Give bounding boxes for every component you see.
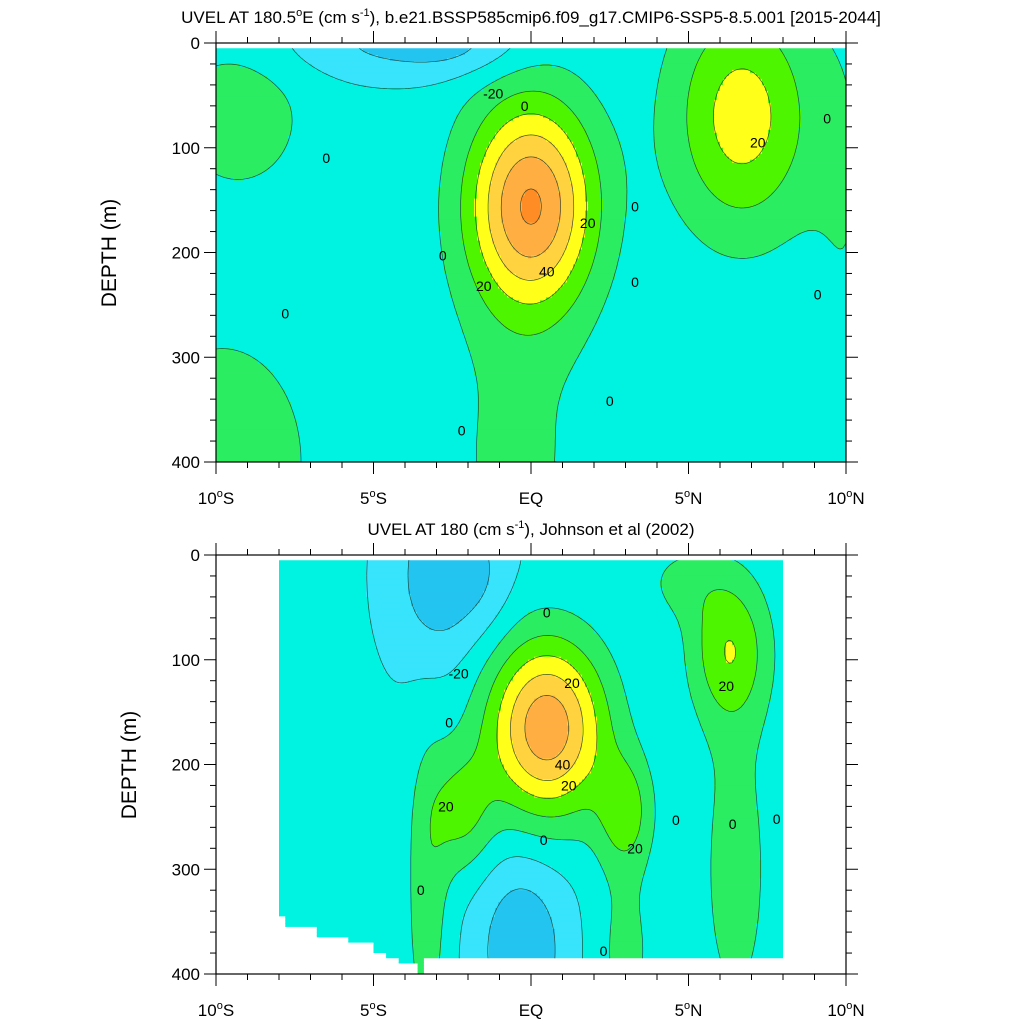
contour-label: -20 [483, 85, 503, 101]
y-tick-label: 100 [172, 651, 200, 670]
x-tick-label: 10oN [827, 488, 864, 508]
y-tick-label: 200 [172, 756, 200, 775]
contour-label: 0 [631, 198, 639, 214]
contour-fill [216, 48, 846, 463]
x-tick-label: 10oN [827, 1000, 864, 1020]
contour-label: 0 [600, 943, 608, 959]
contour-label: 20 [719, 678, 735, 694]
contour-label: 0 [445, 715, 453, 731]
panel-model-plot: -20 0 0 0 0 0 20 40 20 0 0 0 20 0 0 [216, 48, 846, 463]
panel-obs-title: UVEL AT 180 (cm s-1), Johnson et al (200… [368, 519, 695, 539]
contour-label: 20 [561, 778, 577, 794]
contour-label: 0 [439, 248, 447, 264]
contour-label: 0 [458, 423, 466, 439]
x-tick-label: EQ [519, 1001, 544, 1020]
contour-label: 0 [606, 393, 614, 409]
y-tick-label: 0 [191, 34, 200, 53]
contour-label: 20 [564, 675, 580, 691]
panel-model-title: UVEL AT 180.5oE (cm s-1), b.e21.BSSP585c… [181, 7, 881, 27]
contour-fill [279, 560, 783, 974]
panel-obs: UVEL AT 180 (cm s-1), Johnson et al (200… [118, 519, 865, 1020]
x-tick-label: 5oS [360, 488, 387, 508]
contour-label: 20 [750, 135, 766, 151]
x-tick-label: 10oS [198, 1000, 234, 1020]
y-tick-label: 300 [172, 860, 200, 879]
contour-label: 0 [521, 98, 529, 114]
contour-label: 40 [539, 263, 555, 279]
contour-label: 0 [322, 150, 330, 166]
y-tick-label: 200 [172, 244, 200, 263]
contour-label: 0 [814, 286, 822, 302]
contour-lines [216, 48, 846, 463]
y-tick-label: 400 [172, 965, 200, 984]
y-tick-label: 100 [172, 139, 200, 158]
contour-label: 0 [540, 832, 548, 848]
contour-label: 40 [555, 757, 571, 773]
panel-model: UVEL AT 180.5oE (cm s-1), b.e21.BSSP585c… [98, 7, 881, 508]
contour-label: 20 [476, 278, 492, 294]
x-tick-label: 5oN [675, 488, 703, 508]
contour-label: 0 [773, 811, 781, 827]
panel-obs-plot: 0 -20 0 20 40 20 20 20 0 0 0 0 0 0 20 [279, 560, 783, 974]
x-tick-label: 5oN [675, 1000, 703, 1020]
panel-model-ylabel: DEPTH (m) [98, 199, 121, 308]
contour-lines [341, 560, 776, 974]
contour-label: 20 [438, 798, 454, 814]
contour-label: 20 [580, 215, 596, 231]
y-tick-label: 400 [172, 453, 200, 472]
y-tick-label: 0 [191, 546, 200, 565]
contour-label: 0 [631, 274, 639, 290]
contour-labels: 0 -20 0 20 40 20 20 20 0 0 0 0 0 0 20 [417, 605, 781, 959]
contour-label: 0 [543, 605, 551, 621]
contour-label: 0 [672, 812, 680, 828]
x-tick-label: 5oS [360, 1000, 387, 1020]
contour-label: 0 [281, 305, 289, 321]
contour-label: 0 [729, 816, 737, 832]
contour-labels: -20 0 0 0 0 0 20 40 20 0 0 0 20 0 0 [281, 85, 831, 438]
contour-label: -20 [448, 665, 468, 681]
contour-label: 0 [417, 882, 425, 898]
contour-label: 20 [627, 840, 643, 856]
x-tick-label: 10oS [198, 488, 234, 508]
panel-obs-ylabel: DEPTH (m) [118, 711, 141, 820]
x-tick-label: EQ [519, 489, 544, 508]
y-tick-label: 300 [172, 348, 200, 367]
contour-label: 0 [823, 110, 831, 126]
